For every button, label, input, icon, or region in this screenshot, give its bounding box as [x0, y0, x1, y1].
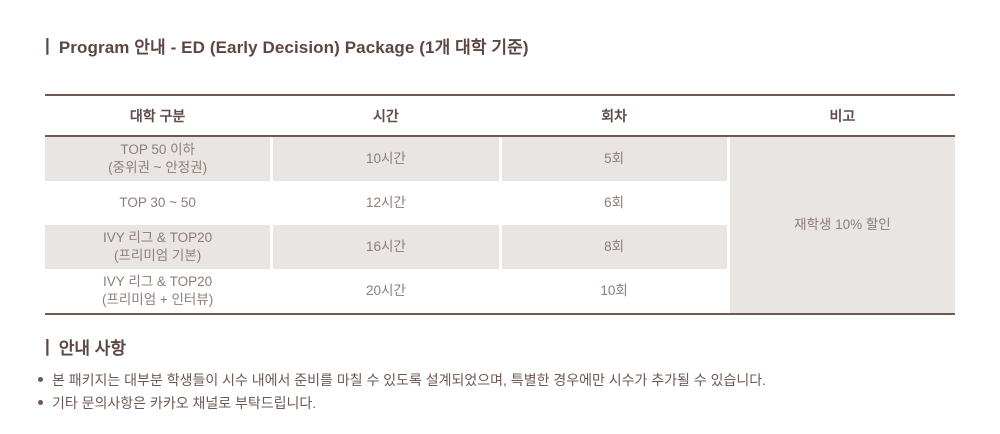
- note-merged-cell: 재학생 10% 할인: [729, 137, 955, 313]
- notice-heading-text: 안내 사항: [58, 339, 127, 358]
- table-row-cell-category: TOP 50 이하 (중위권 ~ 안정권): [45, 137, 271, 181]
- list-item: 본 패키지는 대부분 학생들이 시수 내에서 준비를 마칠 수 있도록 설계되었…: [38, 368, 975, 391]
- table-row-cell-hours: 12시간: [365, 194, 406, 210]
- bullet-text: 기타 문의사항은 카카오 채널로 부탁드립니다.: [52, 394, 317, 411]
- bullet-icon: [38, 400, 43, 405]
- title-bar-icon: |: [45, 35, 50, 55]
- column-header-hours: 시간: [372, 107, 399, 124]
- table-row-cell-sessions: 10회: [600, 282, 628, 298]
- table-row-cell-sessions: 8회: [501, 225, 727, 269]
- table-row-cell-sessions: 5회: [501, 137, 727, 181]
- table-row-cell-sessions: 6회: [604, 194, 625, 210]
- page-title-text: Program 안내 - ED (Early Decision) Package…: [58, 38, 529, 57]
- table-row-cell-hours: 16시간: [273, 225, 499, 269]
- notice-section: | 안내 사항 본 패키지는 대부분 학생들이 시수 내에서 준비를 마칠 수 …: [38, 334, 975, 414]
- column-header-category: 대학 구분: [129, 107, 186, 124]
- table-row-cell-category: IVY 리그 & TOP20 (프리미엄 + 인터뷰): [45, 269, 270, 313]
- page-title: | Program 안내 - ED (Early Decision) Packa…: [45, 33, 529, 58]
- category-line2: (프리미엄 기본): [113, 248, 202, 263]
- category-line1: TOP 50 이하: [120, 141, 195, 157]
- table-row-cell-hours: 20시간: [365, 282, 406, 298]
- column-header-sessions: 회차: [601, 107, 627, 124]
- table-top-rule: [45, 94, 955, 96]
- column-header-note: 비고: [829, 107, 856, 124]
- category-line1: TOP 30 ~ 50: [119, 194, 196, 210]
- table-body: TOP 50 이하 (중위권 ~ 안정권) 10시간 5회 TOP 30 ~ 5…: [45, 137, 955, 313]
- category-line2: (프리미엄 + 인터뷰): [101, 292, 214, 307]
- notice-bar-icon: |: [45, 336, 50, 356]
- table-bottom-rule: [45, 313, 955, 315]
- bullet-text: 본 패키지는 대부분 학생들이 시수 내에서 준비를 마칠 수 있도록 설계되었…: [52, 371, 767, 388]
- table-header-row: 대학 구분 시간 회차 비고: [45, 96, 955, 135]
- category-line1: IVY 리그 & TOP20: [103, 229, 213, 245]
- program-table: 대학 구분 시간 회차 비고 TOP 50 이하 (중위권 ~ 안정권) 10시…: [45, 94, 955, 315]
- notice-bullet-list: 본 패키지는 대부분 학생들이 시수 내에서 준비를 마칠 수 있도록 설계되었…: [38, 368, 975, 414]
- table-row-cell-category: IVY 리그 & TOP20 (프리미엄 기본): [45, 225, 271, 269]
- category-line2: (중위권 ~ 안정권): [108, 160, 208, 175]
- notice-heading: | 안내 사항: [45, 334, 975, 359]
- bullet-icon: [38, 377, 43, 382]
- table-row-cell-hours: 10시간: [273, 137, 499, 181]
- table-row-cell-category: TOP 30 ~ 50: [45, 181, 270, 225]
- table-header-rule: [45, 135, 955, 137]
- list-item: 기타 문의사항은 카카오 채널로 부탁드립니다.: [38, 391, 975, 414]
- category-line1: IVY 리그 & TOP20: [103, 273, 213, 289]
